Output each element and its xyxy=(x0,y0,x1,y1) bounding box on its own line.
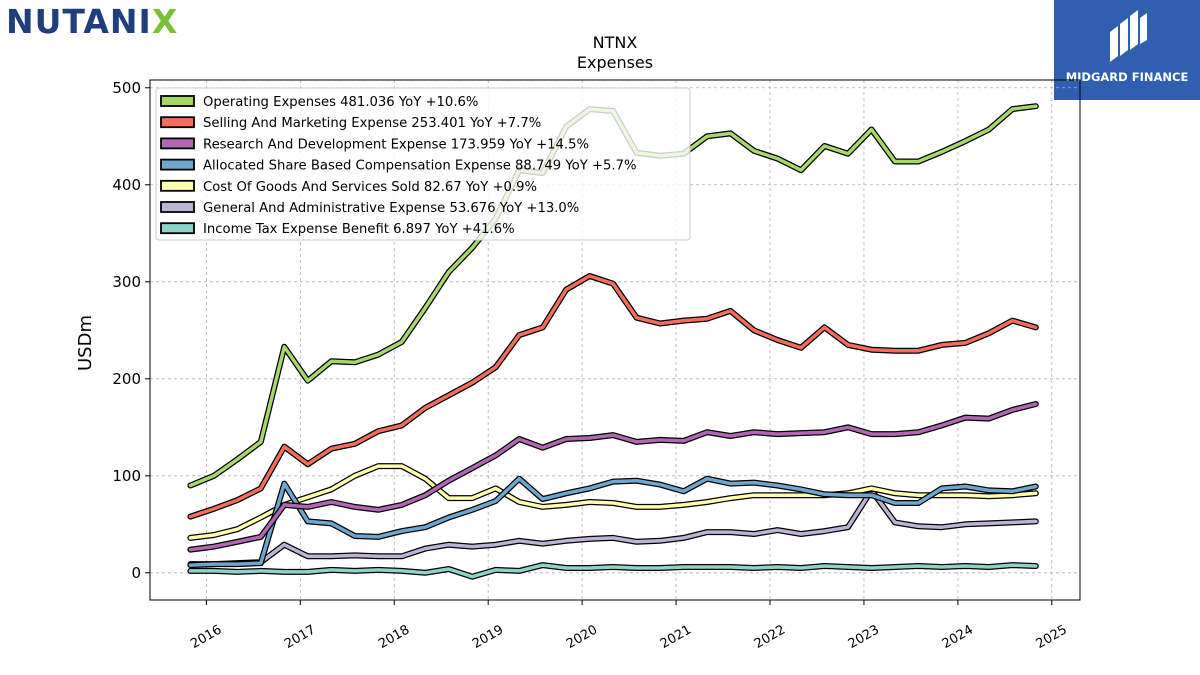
plot-frame xyxy=(149,79,1081,601)
legend-swatch xyxy=(160,201,195,213)
series-general-and-administrative-expense xyxy=(187,487,1039,568)
y-tick-label: 200 xyxy=(112,370,141,388)
badge-text: MIDGARD FINANCE xyxy=(1065,70,1189,84)
y-tick-label: 100 xyxy=(112,467,141,485)
x-tick-label: 2019 xyxy=(470,622,506,652)
x-tick-label: 2022 xyxy=(752,622,788,652)
series-line xyxy=(188,488,1038,566)
legend-swatch xyxy=(160,222,195,235)
logo-main-text: NUTANI xyxy=(6,2,152,41)
legend-swatch xyxy=(160,116,195,129)
x-tick-label: 2016 xyxy=(188,622,224,652)
legend-entry: Operating Expenses 481.036 YoY +10.6% xyxy=(203,95,478,110)
legend-entry: Income Tax Expense Benefit 6.897 YoY +41… xyxy=(203,222,515,237)
legend-entry: Cost Of Goods And Services Sold 82.67 Yo… xyxy=(203,180,537,195)
series-line xyxy=(188,563,1038,579)
x-tick-label: 2025 xyxy=(1034,622,1070,652)
nutanix-logo: NUTANIX xyxy=(6,2,178,41)
x-tick-label: 2020 xyxy=(564,622,600,652)
series-research-and-development-expense xyxy=(187,401,1039,553)
legend-box xyxy=(155,87,691,241)
x-tick-label: 2018 xyxy=(376,622,412,652)
legend-swatch xyxy=(160,179,195,192)
legend-entry: Allocated Share Based Compensation Expen… xyxy=(203,159,637,174)
series-income-tax-expense-benefit xyxy=(187,562,1039,580)
legend-swatch xyxy=(160,137,195,150)
chart-subtitle: Expenses xyxy=(577,53,653,72)
series-line xyxy=(188,464,1038,540)
y-tick-label: 500 xyxy=(112,79,141,97)
y-axis-label: USDm xyxy=(75,315,96,371)
legend-entry: Research And Development Expense 173.959… xyxy=(203,137,589,152)
legend-swatch xyxy=(160,95,195,107)
y-tick-label: 300 xyxy=(112,273,141,291)
x-tick-label: 2021 xyxy=(658,622,694,652)
series-line xyxy=(188,274,1038,519)
series-allocated-share-based-compensation-expense xyxy=(187,475,1039,569)
x-tick-label: 2024 xyxy=(940,622,976,652)
legend-entry: Selling And Marketing Expense 253.401 Yo… xyxy=(203,116,541,131)
x-tick-label: 2023 xyxy=(846,622,882,652)
midgard-logo-icon xyxy=(1110,10,1147,62)
series-line xyxy=(188,476,1038,567)
series-line xyxy=(188,402,1038,552)
y-tick-label: 400 xyxy=(112,176,141,194)
series-cost-of-goods-and-services-sold xyxy=(187,463,1039,541)
legend-entry: General And Administrative Expense 53.67… xyxy=(203,201,579,216)
midgard-finance-badge: MIDGARD FINANCE xyxy=(1054,0,1200,100)
legend-swatch xyxy=(160,158,195,171)
x-tick-label: 2017 xyxy=(282,622,318,652)
legend: Operating Expenses 481.036 YoY +10.6% Sel… xyxy=(155,87,691,241)
chart-title: NTNX xyxy=(593,33,638,52)
logo-x-text: X xyxy=(151,2,179,41)
y-tick-label: 0 xyxy=(131,564,141,582)
series-selling-and-marketing-expense xyxy=(187,273,1039,520)
